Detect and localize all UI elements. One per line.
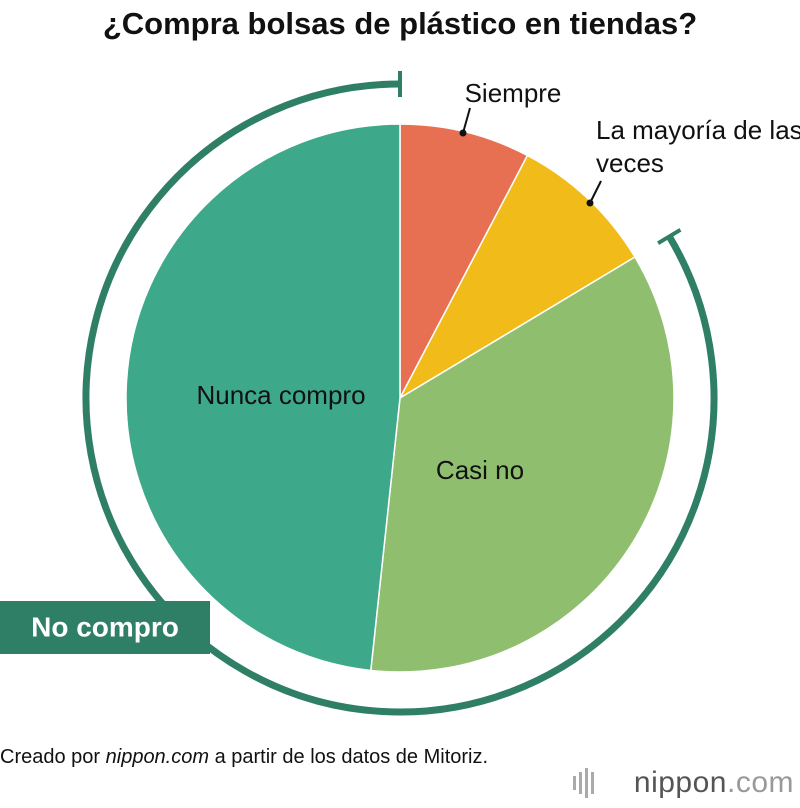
source-text: a partir de los datos de Mitoriz. <box>209 746 489 768</box>
logo: nippon.com <box>634 766 794 800</box>
slice-label: Nunca compro <box>196 380 365 410</box>
logo-icon <box>573 768 594 798</box>
leader-dot <box>459 129 467 137</box>
pie-slice <box>125 123 401 672</box>
logo-domain: .com <box>726 766 794 799</box>
slice-label: Casi no <box>436 455 524 485</box>
annotation: No compro <box>31 611 179 642</box>
source-site: nippon.com <box>105 746 210 768</box>
bracket-cap <box>657 228 682 245</box>
chart-title: ¿Compra bolsas de plástico en tiendas? <box>103 6 697 41</box>
pie-slice <box>398 154 636 401</box>
annotation-box <box>0 601 210 654</box>
pie <box>125 123 675 673</box>
pie-slice <box>369 256 675 673</box>
slice-label: Siempre <box>465 78 562 108</box>
leader-line <box>462 107 471 134</box>
source: Creado por nippon.com a partir de los da… <box>0 744 520 770</box>
source-text: Creado por <box>0 746 106 768</box>
slice-label: La mayoría de las veces <box>596 115 800 178</box>
leader-dot <box>586 199 594 207</box>
logo-name: nippon <box>633 766 727 799</box>
bracket <box>82 80 718 716</box>
leader-line <box>589 180 602 204</box>
